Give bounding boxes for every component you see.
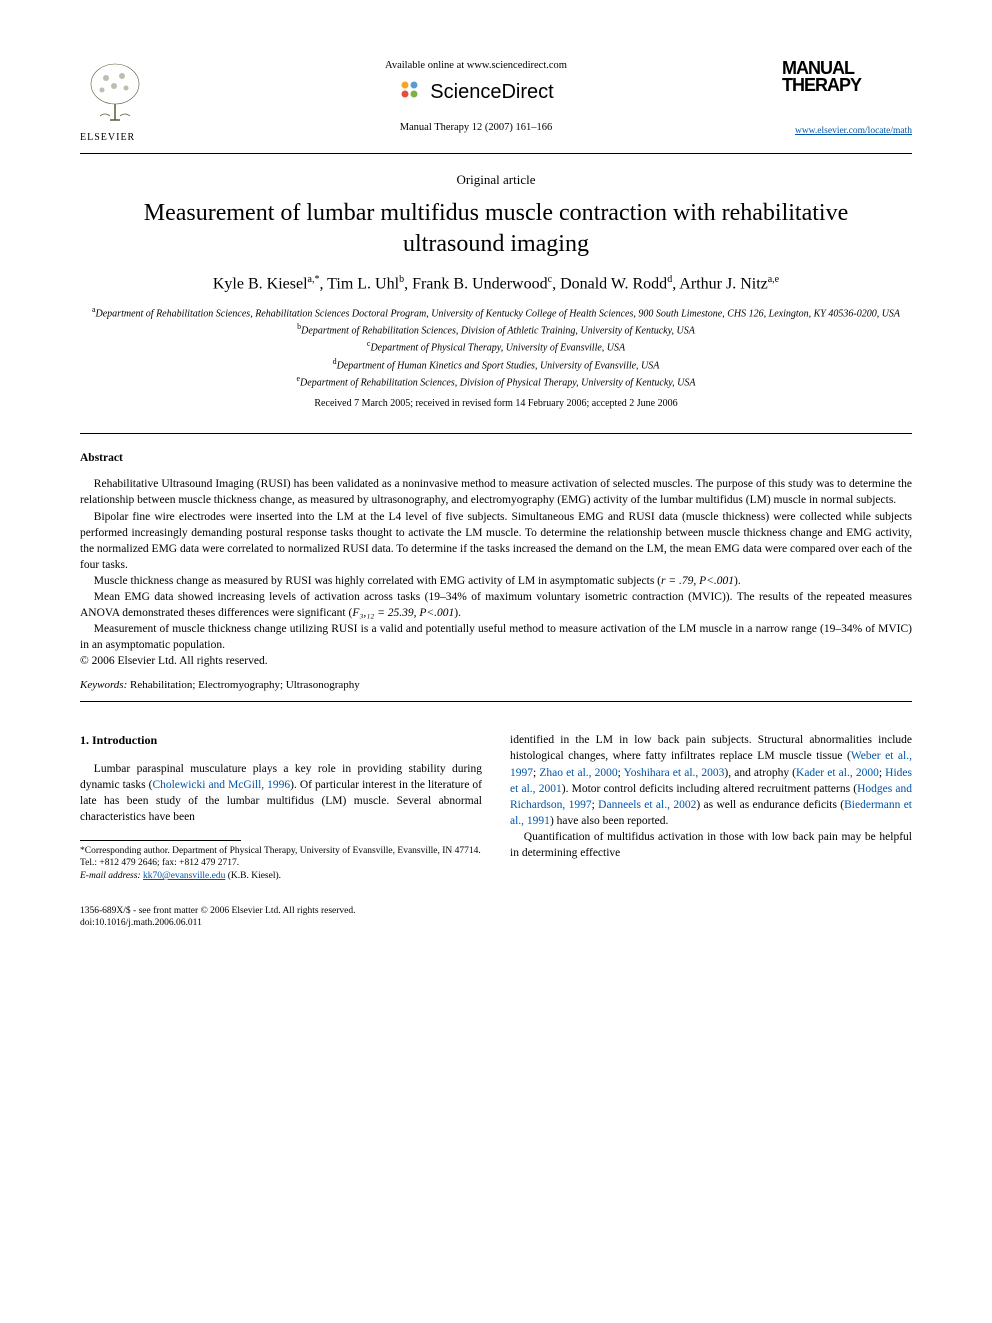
abstract-bottom-divider xyxy=(80,701,912,702)
article-title: Measurement of lumbar multifidus muscle … xyxy=(120,198,872,260)
intro-paragraph-left: Lumbar paraspinal musculature plays a ke… xyxy=(80,761,482,825)
corresponding-email-line: E-mail address: kk70@evansville.edu (K.B… xyxy=(80,870,482,883)
sciencedirect-icon xyxy=(398,77,424,108)
column-left: 1. Introduction Lumbar paraspinal muscul… xyxy=(80,732,482,883)
sciencedirect-logo: ScienceDirect xyxy=(398,77,553,108)
abstract-copyright: © 2006 Elsevier Ltd. All rights reserved… xyxy=(80,655,912,667)
journal-logo-block: Manual Therapy www.elsevier.com/locate/m… xyxy=(772,60,912,136)
affiliation-d: dDepartment of Human Kinetics and Sport … xyxy=(80,356,912,373)
section-heading-introduction: 1. Introduction xyxy=(80,732,482,749)
journal-homepage-link[interactable]: www.elsevier.com/locate/math xyxy=(772,126,912,136)
abstract-heading: Abstract xyxy=(80,452,912,464)
affiliations: aDepartment of Rehabilitation Sciences, … xyxy=(80,304,912,391)
journal-logo-line2: Therapy xyxy=(782,75,861,95)
doi-line: doi:10.1016/j.math.2006.06.011 xyxy=(80,917,912,929)
keywords: Keywords: Rehabilitation; Electromyograp… xyxy=(80,679,912,691)
abstract-p2: Bipolar fine wire electrodes were insert… xyxy=(80,509,912,573)
affiliation-a: aDepartment of Rehabilitation Sciences, … xyxy=(80,304,912,321)
journal-citation: Manual Therapy 12 (2007) 161–166 xyxy=(180,122,772,133)
journal-logo: Manual Therapy xyxy=(782,60,912,94)
abstract-p1: Rehabilitative Ultrasound Imaging (RUSI)… xyxy=(80,476,912,508)
header-divider xyxy=(80,153,912,154)
abstract-p5: Measurement of muscle thickness change u… xyxy=(80,621,912,653)
email-link[interactable]: kk70@evansville.edu xyxy=(143,871,225,881)
header-center: Available online at www.sciencedirect.co… xyxy=(180,60,772,133)
intro-paragraph-right-a: identified in the LM in low back pain su… xyxy=(510,732,912,829)
keywords-text: Rehabilitation; Electromyography; Ultras… xyxy=(127,679,359,691)
elsevier-tree-icon xyxy=(80,60,150,125)
elsevier-text: ELSEVIER xyxy=(80,132,150,143)
author-list: Kyle B. Kiesela,*, Tim L. Uhlb, Frank B.… xyxy=(80,274,912,293)
body-columns: 1. Introduction Lumbar paraspinal muscul… xyxy=(80,732,912,883)
elsevier-logo: ELSEVIER xyxy=(80,60,150,145)
abstract-p3: Muscle thickness change as measured by R… xyxy=(80,573,912,589)
affiliation-c: cDepartment of Physical Therapy, Univers… xyxy=(80,338,912,355)
available-online-text: Available online at www.sciencedirect.co… xyxy=(180,60,772,71)
article-type: Original article xyxy=(80,172,912,188)
publisher-logo-block: ELSEVIER xyxy=(80,60,180,145)
affiliation-b: bDepartment of Rehabilitation Sciences, … xyxy=(80,321,912,338)
column-right: identified in the LM in low back pain su… xyxy=(510,732,912,883)
sciencedirect-text: ScienceDirect xyxy=(430,81,553,104)
issn-line: 1356-689X/$ - see front matter © 2006 El… xyxy=(80,905,912,917)
abstract-body: Rehabilitative Ultrasound Imaging (RUSI)… xyxy=(80,476,912,653)
affiliation-e: eDepartment of Rehabilitation Sciences, … xyxy=(80,373,912,390)
keywords-label: Keywords: xyxy=(80,679,127,691)
abstract-p4: Mean EMG data showed increasing levels o… xyxy=(80,589,912,621)
corresponding-text: *Corresponding author. Department of Phy… xyxy=(80,845,482,871)
abstract-top-divider xyxy=(80,433,912,434)
intro-paragraph-right-b: Quantification of multifidus activation … xyxy=(510,829,912,861)
page-header: ELSEVIER Available online at www.science… xyxy=(80,60,912,145)
article-footer: 1356-689X/$ - see front matter © 2006 El… xyxy=(80,905,912,930)
corresponding-author-footnote: *Corresponding author. Department of Phy… xyxy=(80,845,482,883)
article-dates: Received 7 March 2005; received in revis… xyxy=(80,398,912,409)
footnote-divider xyxy=(80,840,241,841)
